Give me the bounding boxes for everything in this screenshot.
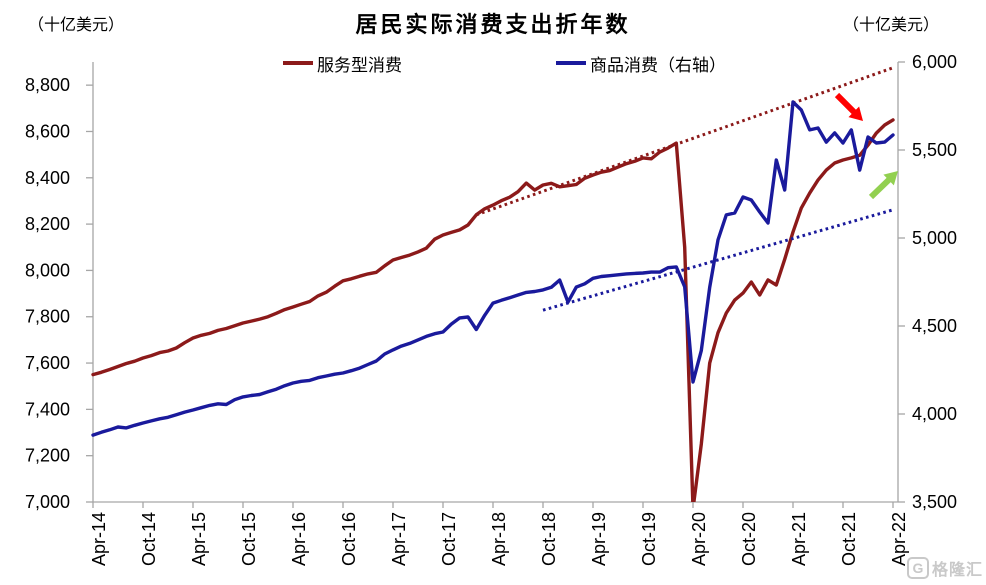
goods-line-swatch <box>556 61 586 65</box>
left-axis-tick-label: 8,600 <box>25 121 70 141</box>
series-service-trendline <box>475 66 894 217</box>
green-up-arrow <box>868 171 898 200</box>
x-axis-tick-label: Oct-19 <box>639 512 659 566</box>
right-axis-tick-label: 5,000 <box>912 228 957 248</box>
series-lines <box>91 66 895 502</box>
x-axis-tick-label: Apr-14 <box>89 512 109 566</box>
legend-item-goods: 商品消费（右轴） <box>556 53 726 75</box>
legend-item-service: 服务型消费 <box>283 53 402 75</box>
legend-label-goods: 商品消费（右轴） <box>590 55 726 75</box>
left-axis-tick-label: 8,000 <box>25 260 70 280</box>
x-axis-tick-label: Oct-14 <box>139 512 159 566</box>
right-axis-tick-label: 4,500 <box>912 316 957 336</box>
left-axis-unit-label: （十亿美元） <box>28 17 125 34</box>
series-goods-line <box>91 100 895 437</box>
x-axis-tick-label: Apr-15 <box>189 512 209 566</box>
left-axis-tick-label: 8,200 <box>25 214 70 234</box>
x-axis-tick-label: Apr-16 <box>289 512 309 566</box>
right-axis-tick-label: 3,500 <box>912 492 957 512</box>
left-axis-tick-label: 8,400 <box>25 168 70 188</box>
x-axis-tick-label: Oct-21 <box>839 512 859 566</box>
x-axis-tick-label: Apr-19 <box>589 512 609 566</box>
chart-title: 居民实际消费支出折年数 <box>355 12 631 37</box>
axes <box>86 61 905 508</box>
right-axis-tick-label: 4,000 <box>912 404 957 424</box>
left-axis-tick-label: 8,800 <box>25 75 70 95</box>
left-axis-tick-label: 7,400 <box>25 399 70 419</box>
x-axis-tick-label: Apr-21 <box>789 512 809 566</box>
x-axis-tick-label: Apr-18 <box>489 512 509 566</box>
red-down-arrow <box>834 92 863 121</box>
x-axis-tick-label: Apr-22 <box>889 512 909 566</box>
left-axis-tick-label: 7,000 <box>25 492 70 512</box>
watermark-gelonghui: G 格隆汇 <box>906 556 983 580</box>
x-axis-tick-label: Oct-18 <box>539 512 559 566</box>
x-axis-tick-label: Oct-17 <box>439 512 459 566</box>
x-axis-tick-label: Apr-17 <box>389 512 409 566</box>
right-axis-tick-label: 6,000 <box>912 52 957 72</box>
x-axis-tick-label: Oct-20 <box>739 512 759 566</box>
left-axis-tick-label: 7,200 <box>25 446 70 466</box>
right-axis-tick-label: 5,500 <box>912 140 957 160</box>
x-axis-tick-label: Oct-15 <box>239 512 259 566</box>
series-goods-trendline <box>542 208 894 312</box>
left-axis-tick-label: 7,800 <box>25 307 70 327</box>
service-line-swatch <box>283 61 313 65</box>
x-axis-tick-label: Oct-16 <box>339 512 359 566</box>
right-axis-unit-label: （十亿美元） <box>843 17 940 34</box>
series-service-line <box>91 118 895 502</box>
axis-tick-labels: 8,800 8,600 8,400 8,200 8,000 7,800 7,600 7,400… <box>25 52 957 566</box>
left-axis-tick-label: 7,600 <box>25 353 70 373</box>
x-axis-tick-label: Apr-20 <box>689 512 709 566</box>
watermark-text: 格隆汇 <box>931 562 983 579</box>
gelonghui-logo-icon: G <box>906 557 929 579</box>
legend-label-service: 服务型消费 <box>317 55 402 75</box>
